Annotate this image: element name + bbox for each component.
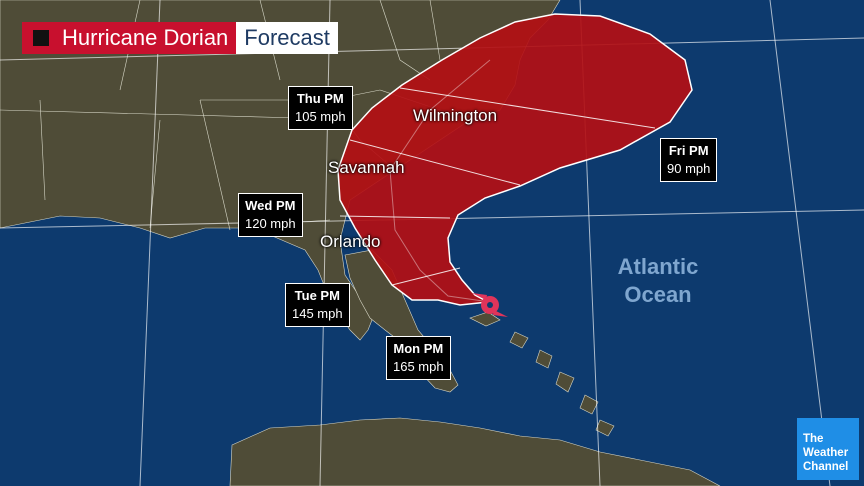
- forecast-cone: [337, 13, 693, 306]
- forecast-speed: 165 mph: [393, 359, 444, 374]
- storm-icon: [22, 22, 60, 54]
- city-label-wilmington: Wilmington: [413, 106, 498, 125]
- weather-channel-logo: The Weather Channel: [797, 418, 859, 480]
- forecast-speed: 145 mph: [292, 306, 343, 321]
- bahamas-islands: [469, 311, 615, 437]
- hurricane-icon: [472, 293, 508, 317]
- forecast-label-fri: Fri PM 90 mph: [660, 138, 718, 182]
- forecast-speed: 120 mph: [245, 216, 296, 231]
- forecast-day: Wed PM: [245, 198, 296, 213]
- forecast-speed: 90 mph: [667, 161, 711, 176]
- city-label-orlando: Orlando: [320, 232, 381, 251]
- forecast-speed: 105 mph: [295, 109, 346, 124]
- logo-line: Channel: [803, 461, 849, 473]
- map-type-label: Forecast: [236, 22, 338, 54]
- logo-line: Weather: [803, 447, 849, 459]
- ocean-label-line2: Ocean: [624, 282, 692, 307]
- forecast-label-mon: Mon PM 165 mph: [386, 336, 451, 380]
- forecast-track: [389, 59, 491, 303]
- forecast-day: Tue PM: [294, 288, 340, 303]
- storm-name: Hurricane Dorian: [60, 22, 237, 54]
- forecast-day: Fri PM: [668, 143, 709, 158]
- city-label-savannah: Savannah: [328, 158, 405, 177]
- logo-line: The: [803, 433, 824, 445]
- ocean-label-line1: Atlantic: [617, 254, 699, 279]
- forecast-label-thu: Thu PM 105 mph: [288, 86, 353, 130]
- cuba-landmass: [229, 417, 721, 486]
- forecast-day: Thu PM: [296, 91, 344, 106]
- cone-day-separators: [339, 87, 656, 286]
- forecast-label-tue: Tue PM 145 mph: [285, 283, 350, 327]
- forecast-label-wed: Wed PM 120 mph: [238, 193, 303, 237]
- ocean-label: Atlantic Ocean: [600, 253, 716, 309]
- forecast-day: Mon PM: [393, 341, 444, 356]
- title-bar: Hurricane Dorian Forecast: [22, 22, 338, 54]
